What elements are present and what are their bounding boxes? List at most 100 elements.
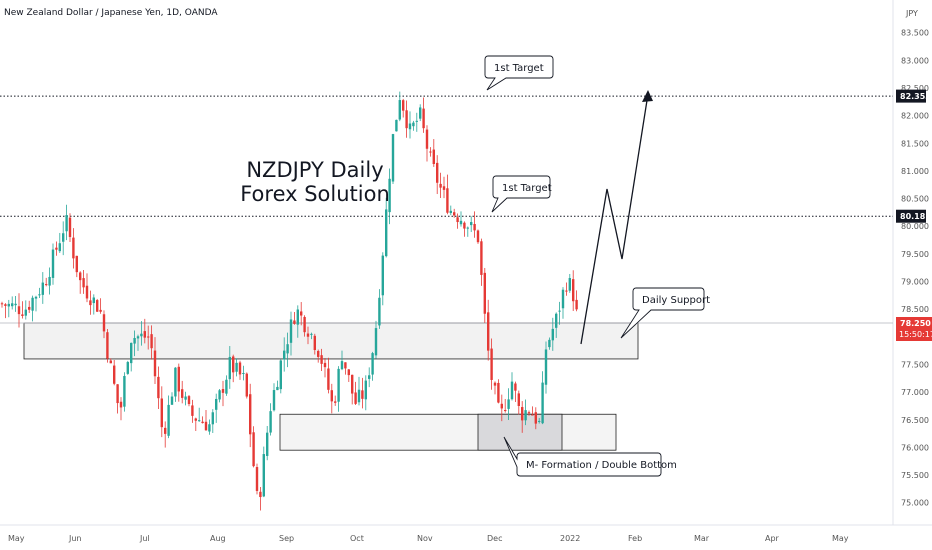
candle-body (323, 362, 327, 368)
candle-body (388, 178, 391, 213)
candle (191, 399, 194, 423)
candle (259, 486, 262, 511)
candle (272, 383, 276, 412)
candle-body (493, 382, 497, 386)
candle (368, 367, 371, 388)
candle (99, 298, 102, 314)
y-tick-label: 79.500 (901, 250, 929, 259)
candle (347, 369, 350, 382)
candle-body (374, 328, 378, 356)
candle-body (204, 421, 208, 431)
candle (255, 463, 259, 495)
candle (514, 381, 517, 402)
candle-body (24, 309, 27, 316)
candle-body (184, 396, 187, 400)
candle-body (177, 366, 180, 392)
candle (565, 282, 568, 296)
callout-support-label: Daily Support (642, 295, 710, 306)
candle (517, 390, 520, 415)
candle (487, 299, 490, 361)
candle-body (31, 297, 34, 311)
candle (408, 111, 412, 139)
candle (527, 410, 531, 416)
candle (300, 302, 303, 326)
candle (323, 357, 327, 378)
candle-body (419, 107, 422, 119)
candle (136, 334, 140, 351)
candle-body (558, 310, 561, 312)
candle (198, 407, 201, 422)
candle (313, 333, 316, 355)
candle (14, 296, 17, 312)
candle (126, 360, 129, 375)
candle-body (555, 313, 558, 328)
candle-body (208, 424, 211, 432)
y-tick-label: 80.500 (901, 195, 929, 204)
candle-body (51, 249, 55, 278)
candle (215, 393, 218, 423)
candle-body (497, 382, 500, 403)
candle (28, 300, 31, 313)
candle-body (449, 210, 452, 214)
candle-body (310, 333, 313, 335)
double-bottom-zone (279, 413, 617, 451)
y-tick-label: 76.500 (901, 416, 929, 425)
candle-body (538, 420, 541, 422)
candle (541, 371, 544, 425)
candle-body (109, 360, 112, 364)
candle (507, 388, 510, 420)
x-tick-label: Jun (68, 534, 82, 543)
price-tag-current: 78.250 15:50:17 (896, 317, 932, 341)
candle (534, 407, 537, 430)
candle-body (72, 237, 75, 259)
candle (412, 120, 415, 131)
candle (432, 139, 435, 167)
candle (55, 241, 58, 256)
candle (102, 310, 106, 339)
candle-body (119, 401, 123, 408)
candle (75, 255, 78, 278)
candle-body (198, 420, 201, 422)
candle-body (157, 376, 160, 399)
candle (82, 269, 85, 294)
candle-body (289, 319, 293, 343)
candle-body (133, 337, 136, 344)
candle (48, 267, 51, 295)
candle (211, 409, 214, 433)
candle-body (286, 344, 289, 354)
candle (330, 383, 333, 414)
x-tick-label: Sep (279, 534, 294, 543)
candle (62, 221, 65, 256)
candle-body (300, 311, 303, 316)
candle-body (0, 303, 4, 305)
candle-body (351, 374, 354, 394)
candle-body (153, 350, 157, 377)
candle (252, 426, 255, 468)
chart-title: NZDJPY Daily Forex Solution (240, 158, 390, 206)
candle-body (446, 188, 449, 213)
candle (405, 100, 408, 138)
candle-body (368, 375, 371, 379)
candle (334, 395, 337, 406)
candle-body (164, 427, 167, 434)
candle (497, 379, 500, 404)
candle-body (150, 334, 153, 349)
candle-body (102, 314, 106, 332)
candle (320, 348, 323, 371)
candle (538, 417, 541, 424)
candle (490, 338, 493, 390)
candle (425, 125, 429, 162)
candle (170, 392, 174, 406)
candle (371, 351, 374, 381)
chart-title-line-1: NZDJPY Daily (246, 158, 384, 182)
callout-support: Daily Support (620, 287, 710, 339)
candle (133, 330, 136, 357)
candle (130, 342, 133, 372)
candle (96, 298, 99, 313)
callout-target-top-label: 1st Target (494, 63, 544, 74)
callout-pattern-label: M- Formation / Double Bottom (526, 460, 677, 471)
candle (58, 232, 61, 253)
candle (249, 383, 252, 448)
candle-body (507, 399, 510, 409)
